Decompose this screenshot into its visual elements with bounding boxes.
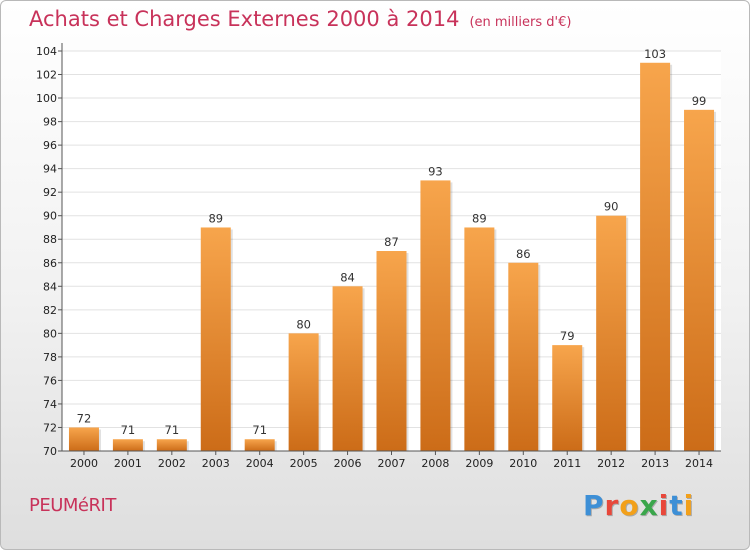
bar-value-label: 84 (340, 270, 355, 284)
bar-value-label: 89 (208, 211, 223, 225)
bar (684, 109, 715, 451)
place-name: PEUMéRIT (29, 495, 116, 516)
x-tick-label: 2014 (685, 457, 713, 470)
chart-title: Achats et Charges Externes 2000 à 2014 (e… (29, 7, 571, 31)
title-unit: (en milliers d'€) (469, 15, 572, 30)
y-tick-label: 92 (43, 186, 57, 199)
y-tick-label: 76 (43, 374, 57, 387)
y-tick-label: 104 (36, 45, 57, 58)
bar-value-label: 71 (165, 423, 180, 437)
bar (244, 439, 275, 451)
y-tick-label: 98 (43, 116, 57, 129)
y-tick-label: 102 (36, 69, 57, 82)
bar-value-label: 89 (472, 211, 487, 225)
x-tick-label: 2012 (597, 457, 625, 470)
bars: 72 71 71 89 71 80 84 87 93 89 86 79 90 103 99 (68, 47, 717, 452)
x-tick-label: 2007 (378, 457, 406, 470)
y-tick-label: 96 (43, 139, 57, 152)
bar (332, 286, 363, 451)
y-tick-label: 94 (43, 163, 57, 176)
y-tick-label: 70 (43, 445, 57, 458)
y-tick-label: 78 (43, 351, 57, 364)
bar-value-label: 71 (252, 423, 267, 437)
logo-letter: i (658, 489, 670, 522)
x-tick-label: 2010 (509, 457, 537, 470)
x-tick-label: 2013 (641, 457, 669, 470)
bar-value-label: 99 (692, 94, 707, 108)
bar (112, 439, 143, 451)
bar (420, 180, 451, 452)
bar-value-label: 103 (644, 47, 666, 61)
bar-value-label: 86 (516, 247, 531, 261)
x-tick-label: 2002 (158, 457, 186, 470)
y-tick-label: 84 (43, 280, 57, 293)
bar (68, 427, 99, 451)
y-tick-label: 90 (43, 210, 57, 223)
proxiti-logo: Proxiti (583, 489, 694, 522)
y-tick-label: 82 (43, 304, 57, 317)
y-tick-label: 86 (43, 257, 57, 270)
x-tick-label: 2011 (553, 457, 581, 470)
logo-letter: x (639, 489, 659, 522)
bar-value-label: 71 (121, 423, 136, 437)
y-tick-label: 72 (43, 421, 57, 434)
y-tick-label: 88 (43, 233, 57, 246)
x-tick-label: 2001 (114, 457, 142, 470)
axes: 70 72 74 76 78 80 82 84 86 88 90 92 94 96 98 100 102 104 2… (36, 43, 721, 470)
bar-value-label: 93 (428, 164, 443, 178)
bar-value-label: 87 (384, 235, 399, 249)
logo-letter: P (583, 489, 605, 522)
y-tick-label: 74 (43, 398, 57, 411)
bar (288, 333, 319, 451)
x-tick-label: 2004 (246, 457, 274, 470)
bar-value-label: 80 (296, 317, 311, 331)
bar (640, 62, 671, 451)
logo-letter: r (604, 489, 620, 522)
logo-letter: t (669, 489, 684, 522)
x-tick-label: 2006 (334, 457, 362, 470)
bar (156, 439, 187, 451)
x-tick-label: 2003 (202, 457, 230, 470)
title-text: Achats et Charges Externes 2000 à 2014 (29, 7, 460, 31)
bar (376, 251, 407, 451)
y-tick-label: 100 (36, 92, 57, 105)
x-tick-label: 2008 (421, 457, 449, 470)
x-tick-label: 2009 (465, 457, 493, 470)
bar (508, 262, 539, 451)
bar (464, 227, 495, 451)
logo-letter: i (683, 489, 695, 522)
bar-value-label: 72 (77, 411, 92, 425)
y-tick-label: 80 (43, 327, 57, 340)
bar-value-label: 90 (604, 200, 619, 214)
bar (552, 345, 583, 451)
x-tick-label: 2005 (290, 457, 318, 470)
x-tick-label: 2000 (70, 457, 98, 470)
bar (200, 227, 231, 451)
bar-value-label: 79 (560, 329, 575, 343)
logo-letter: o (619, 489, 640, 522)
bar (596, 215, 627, 451)
